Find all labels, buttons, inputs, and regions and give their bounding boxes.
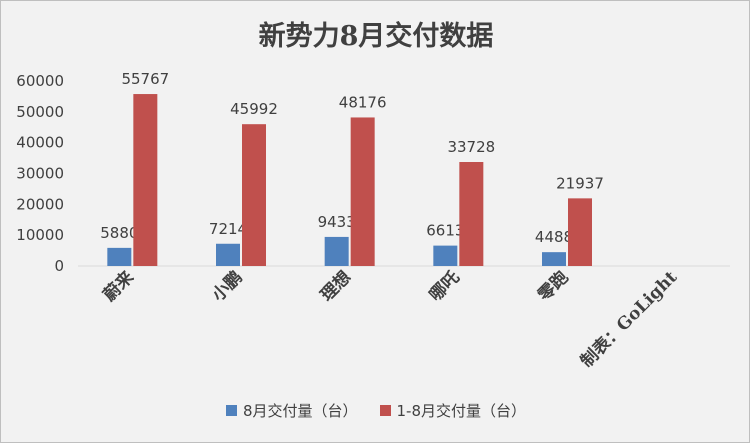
bar-s2-1 [242,124,266,266]
y-tick-label-1: 10000 [16,226,64,244]
bar-s1-2 [324,236,349,266]
bar-s1-3 [433,245,458,266]
x-tick-label-2: 理想 [316,267,355,306]
data-label-s1-1: 7214 [209,220,247,238]
data-label-s2-4: 21937 [556,174,604,192]
y-tick-label-0: 0 [54,257,64,275]
x-tick-label-3: 哪吒 [426,267,464,305]
y-tick-label-2: 20000 [16,195,64,213]
x-tick-label-5: 制表：GoLight [576,267,681,372]
x-tick-label-1: 小鹏 [208,267,247,306]
data-label-s2-3: 33728 [447,138,495,156]
legend-item-series-2: 1-8月交付量（台） [379,400,527,421]
legend-label-series-1: 8月交付量（台） [242,402,358,420]
legend-item-series-1: 8月交付量（台） [225,400,358,421]
chart-title: 新势力8月交付数据 [258,21,494,52]
bar-s1-1 [216,243,240,266]
bar-s2-2 [350,117,375,266]
data-label-s1-0: 5880 [100,224,138,242]
data-label-s2-2: 48176 [339,93,387,111]
bar-s1-0 [107,247,132,266]
x-tick-label-0: 蔚来 [99,266,139,306]
data-label-s1-2: 9433 [318,213,356,231]
y-tick-label-5: 50000 [16,103,64,121]
x-tick-label-4: 零跑 [533,267,573,307]
legend-swatch-series-2 [379,405,391,416]
y-tick-label-6: 60000 [16,72,64,90]
bar-s1-4 [542,252,566,266]
y-tick-label-3: 30000 [16,165,64,183]
bar-s2-0 [133,94,158,266]
legend-label-series-2: 1-8月交付量（台） [396,402,527,420]
data-label-s2-0: 55767 [121,70,169,88]
legend-swatch-series-1 [225,405,237,416]
data-label-s2-1: 45992 [230,100,278,118]
legend: 8月交付量（台） 1-8月交付量（台） [0,400,752,421]
data-label-s1-4: 4488 [535,228,573,246]
data-label-s1-3: 6613 [426,222,464,240]
bar-s2-4 [568,198,592,266]
y-tick-label-4: 40000 [16,134,64,152]
bar-s2-3 [459,162,484,266]
